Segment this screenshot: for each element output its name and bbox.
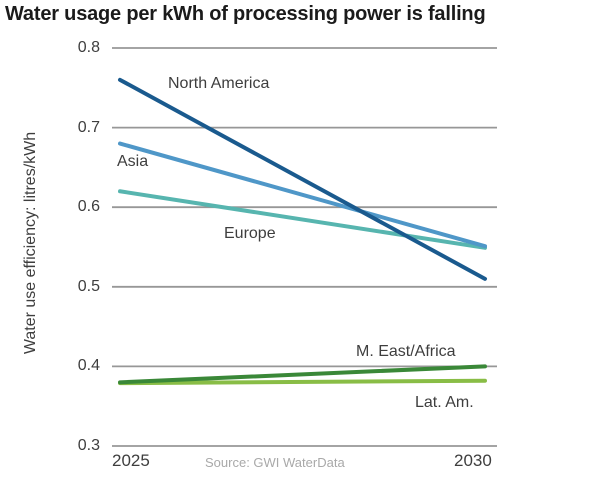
series-line-asia [118, 141, 487, 249]
y-tick-label: 0.4 [77, 357, 100, 375]
y-tick-label: 0.5 [77, 277, 100, 295]
x-tick-2025: 2025 [112, 451, 150, 470]
series-line-lat-am- [118, 378, 487, 386]
chart-title: Water usage per kWh of processing power … [5, 3, 486, 25]
series-line-north-america [118, 77, 487, 281]
series-label-lat-am-: Lat. Am. [415, 394, 474, 411]
series-line-m-east-africa [118, 364, 487, 385]
series-label-asia: Asia [117, 153, 149, 170]
series-label-north-america: North America [168, 75, 270, 92]
x-tick-2030: 2030 [454, 451, 492, 470]
y-tick-label: 0.6 [77, 198, 100, 216]
source-note: Source: GWI WaterData [205, 455, 345, 470]
series-label-europe: Europe [224, 225, 276, 242]
series-line-europe [118, 189, 487, 250]
y-tick-label: 0.7 [77, 118, 100, 136]
series-label-m-east-africa: M. East/Africa [356, 343, 456, 360]
y-tick-label: 0.3 [77, 437, 100, 454]
y-tick-label: 0.8 [77, 39, 100, 56]
